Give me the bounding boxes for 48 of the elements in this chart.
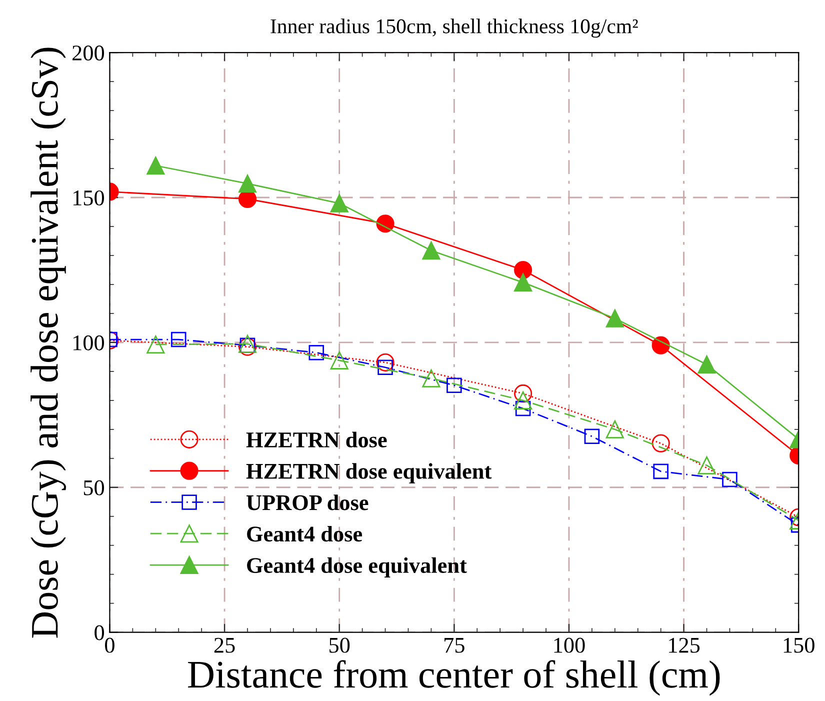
point: [376, 353, 394, 372]
point: [514, 273, 532, 292]
point: [422, 369, 440, 388]
point: [238, 334, 257, 353]
y-tick-label: 100: [73, 335, 104, 350]
point: [606, 420, 624, 438]
point: [146, 335, 165, 354]
point: [378, 360, 393, 376]
y-tick-label: 50: [84, 480, 104, 496]
point: [514, 391, 532, 410]
point: [698, 355, 716, 374]
point: [653, 464, 668, 480]
x-tick-label: 125: [669, 638, 700, 653]
legend-label: HZETRN dose equivalent: [246, 463, 492, 484]
point: [652, 434, 670, 452]
point: [514, 260, 532, 279]
legend-label: Geant4 dose: [247, 526, 362, 542]
point: [722, 472, 738, 488]
point: [698, 456, 716, 474]
x-tick-label: 50: [330, 638, 350, 653]
chart-title: Inner radius 150cm, shell thickness 10g/cm²: [270, 18, 638, 38]
y-tick-label: 0: [94, 625, 104, 640]
x-tick-label: 150: [784, 638, 814, 653]
y-tick-label: 200: [72, 46, 104, 61]
point: [446, 378, 462, 393]
point: [238, 174, 257, 193]
point: [308, 344, 324, 360]
point: [170, 332, 186, 348]
point: [376, 214, 394, 233]
y-tick-label: 150: [73, 190, 104, 206]
x-tick-label: 0: [105, 638, 114, 653]
legend-label: UPROP dose: [246, 494, 368, 510]
point: [146, 156, 165, 175]
point: [584, 428, 600, 444]
x-axis-title: Distance from center of shell (cm): [188, 660, 720, 696]
point: [330, 194, 348, 212]
y-axis-title: Dose (cGy) and dose equivalent (cSv): [30, 48, 66, 638]
x-tick-label: 25: [214, 638, 235, 653]
point: [238, 338, 257, 356]
legend-label: HZETRN dose: [246, 432, 387, 448]
point: [330, 351, 348, 370]
x-tick-label: 100: [554, 638, 585, 653]
point: [515, 400, 531, 416]
point: [606, 309, 624, 328]
point: [652, 336, 670, 354]
point: [422, 242, 440, 260]
x-tick-label: 75: [444, 638, 464, 653]
legend-label: Geant4 dose equivalent: [247, 557, 467, 578]
